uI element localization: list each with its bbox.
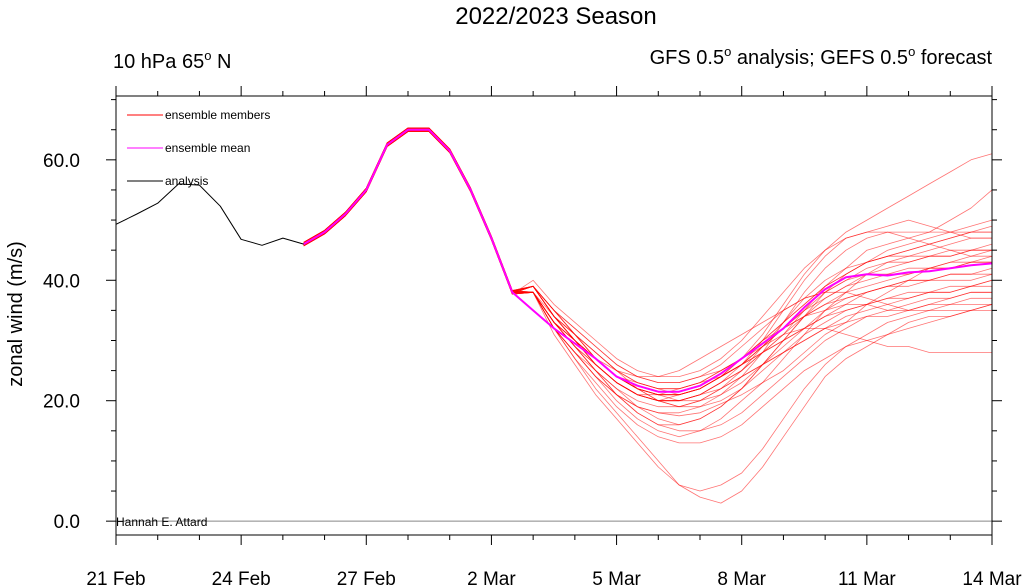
ensemble-member-line bbox=[303, 130, 993, 402]
ensemble-member-line bbox=[303, 127, 992, 396]
tick-group bbox=[106, 86, 1002, 545]
ensemble-member-line bbox=[303, 130, 993, 396]
subtitle-right-part-2: analysis; GEFS 0.5 bbox=[731, 47, 908, 69]
legend-label: ensemble members bbox=[165, 108, 270, 122]
y-tick-labels: 0.0 20.0 40.0 60.0 bbox=[43, 151, 80, 533]
subtitle-right-part-3: forecast bbox=[915, 47, 992, 69]
x-tick-labels: 21 Feb 24 Feb 27 Feb 2 Mar 5 Mar 8 Mar 11 Mar 1… bbox=[86, 569, 1022, 587]
subtitle-left-sup: o bbox=[204, 48, 211, 63]
legend: ensemble members ensemble mean analysis bbox=[127, 108, 270, 188]
ensemble-member-line bbox=[303, 130, 992, 402]
legend-label: analysis bbox=[165, 174, 208, 188]
x-tick-label: 5 Mar bbox=[592, 569, 641, 587]
ensemble-mean-line bbox=[303, 128, 993, 393]
subtitle-right-sup-2: o bbox=[908, 44, 915, 59]
subtitle-left-after: N bbox=[211, 51, 231, 73]
ensemble-member-line bbox=[303, 128, 992, 426]
ensemble-member-line bbox=[303, 128, 992, 390]
x-tick-label: 24 Feb bbox=[212, 569, 271, 587]
x-tick-label: 14 Mar bbox=[962, 569, 1022, 587]
subtitle-left: 10 hPa 65o N bbox=[113, 48, 231, 73]
ensemble-members bbox=[303, 127, 993, 504]
x-tick-label: 11 Mar bbox=[838, 569, 896, 587]
x-tick-label: 8 Mar bbox=[717, 569, 766, 587]
chart-title: 2022/2023 Season bbox=[455, 3, 657, 30]
ensemble-member-line bbox=[303, 131, 992, 444]
ensemble-member-line bbox=[303, 127, 993, 402]
y-tick-label: 60.0 bbox=[43, 151, 80, 172]
ensemble-member-line bbox=[303, 128, 992, 402]
x-tick-label: 21 Feb bbox=[86, 569, 145, 587]
ensemble-member-line bbox=[303, 127, 993, 402]
ensemble-member-line bbox=[303, 127, 992, 408]
credit-text: Hannah E. Attard bbox=[116, 515, 207, 529]
analysis-line bbox=[115, 183, 304, 246]
subtitle-right-sup-1: o bbox=[724, 44, 731, 59]
analysis-series bbox=[115, 183, 304, 246]
y-tick-label: 20.0 bbox=[43, 392, 80, 413]
y-tick-label: 0.0 bbox=[54, 512, 80, 533]
y-axis-label: zonal wind (m/s) bbox=[5, 241, 27, 387]
legend-label: ensemble mean bbox=[165, 141, 250, 155]
ensemble-member-line bbox=[303, 129, 992, 438]
ensemble-member-line bbox=[303, 129, 992, 414]
x-tick-label: 2 Mar bbox=[467, 569, 516, 587]
x-tick-label: 27 Feb bbox=[337, 569, 396, 587]
ensemble-member-line bbox=[303, 127, 993, 408]
y-tick-label: 40.0 bbox=[43, 271, 80, 292]
ensemble-member-line bbox=[303, 131, 993, 426]
subtitle-right-part-1: GFS 0.5 bbox=[650, 47, 724, 69]
subtitle-left-text: 10 hPa 65 bbox=[113, 51, 204, 73]
ensemble-member-line bbox=[303, 127, 992, 402]
ensemble-member-line bbox=[303, 131, 992, 378]
ensemble-mean bbox=[303, 128, 993, 393]
subtitle-right: GFS 0.5o analysis; GEFS 0.5o forecast bbox=[650, 44, 993, 69]
plot-frame bbox=[115, 95, 993, 536]
ensemble-member-line bbox=[303, 131, 992, 390]
ensemble-member-line bbox=[303, 131, 993, 378]
